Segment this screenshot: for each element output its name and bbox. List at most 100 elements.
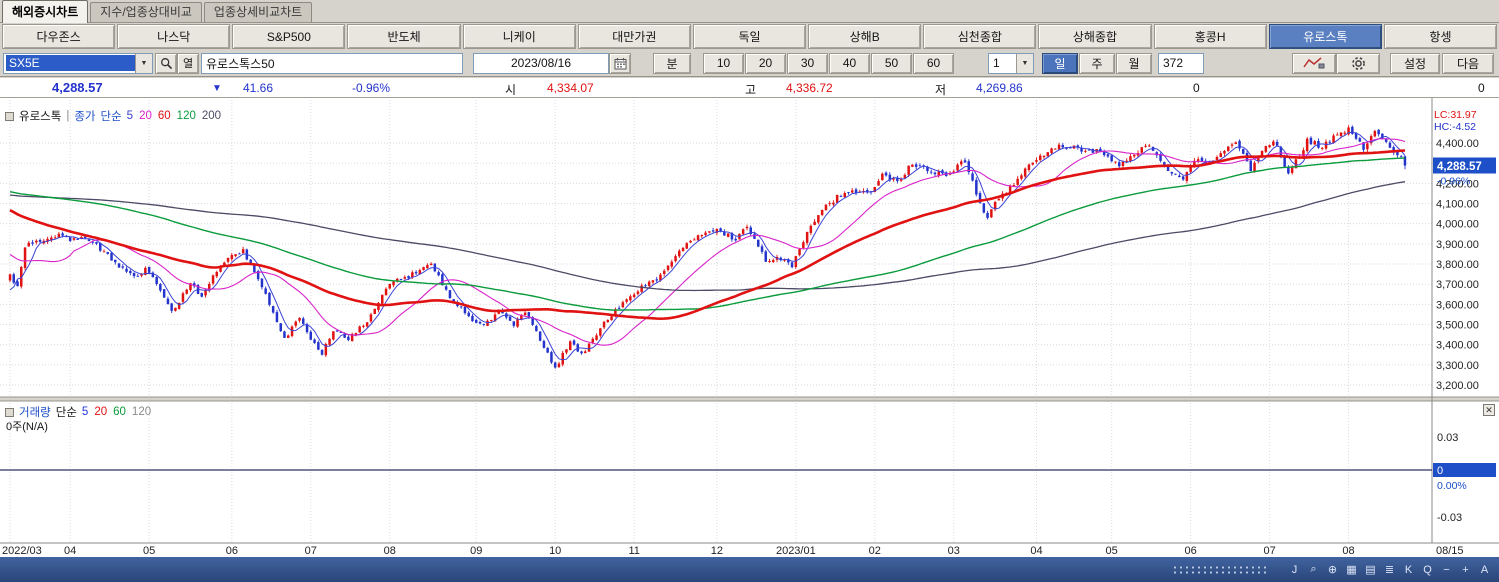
settings-button-label: 설정 bbox=[1403, 56, 1427, 71]
svg-text:0.00%: 0.00% bbox=[1437, 480, 1467, 492]
tab-sector-detail-compare[interactable]: 업종상세비교차트 bbox=[203, 2, 313, 22]
svg-text:4,000.00: 4,000.00 bbox=[1436, 219, 1479, 231]
main-pane-legend: 유로스톡 | 종가 단순 5 20 60 120 200 bbox=[5, 108, 227, 124]
date-text: 2023/08/16 bbox=[510, 56, 572, 70]
interval-value: 1 bbox=[993, 56, 1000, 70]
svg-text:4,400.00: 4,400.00 bbox=[1436, 138, 1479, 150]
symbol-search-button[interactable] bbox=[155, 52, 177, 74]
svg-text:0: 0 bbox=[1437, 465, 1443, 477]
tab-overseas-chart[interactable]: 해외증시차트 bbox=[2, 0, 89, 23]
chart-region: 4,400.00 4,200.00 4,100.00 4,000.00 3,900.00… bbox=[0, 98, 1499, 557]
symbol-name-field[interactable]: 유로스톡스50 bbox=[201, 52, 463, 74]
svg-text:06: 06 bbox=[226, 545, 238, 557]
status-icon-8[interactable]: Q bbox=[1423, 563, 1432, 576]
current-price: 4,288.57 bbox=[52, 80, 103, 95]
minute-preset-60[interactable]: 60 bbox=[913, 52, 954, 74]
volume-pane-legend: 거래량 단순 5 20 60 120 bbox=[5, 404, 157, 420]
svg-text:11: 11 bbox=[628, 545, 639, 557]
tab-bar: 해외증시차트 지수/업종상대비교 업종상세비교차트 bbox=[0, 0, 1499, 23]
tab-index-sector-compare[interactable]: 지수/업종상대비교 bbox=[90, 2, 202, 22]
symbol-code-text: SX5E bbox=[6, 55, 135, 71]
svg-text:0.03: 0.03 bbox=[1437, 432, 1458, 444]
svg-text:05: 05 bbox=[1106, 545, 1118, 557]
bar-count-field[interactable]: 372 bbox=[1158, 52, 1204, 74]
price-type-label: 종가 bbox=[74, 111, 96, 123]
svg-text:3,900.00: 3,900.00 bbox=[1436, 239, 1479, 251]
symbol-combo[interactable]: SX5E ▼ bbox=[3, 52, 153, 74]
market-button-4[interactable]: 반도체 bbox=[347, 24, 461, 49]
svg-text:3,600.00: 3,600.00 bbox=[1436, 299, 1479, 311]
svg-text:06: 06 bbox=[1185, 545, 1197, 557]
market-button-12[interactable]: 유로스톡 bbox=[1268, 24, 1382, 49]
next-button[interactable]: 다음 bbox=[1442, 52, 1494, 74]
drag-grip-icon[interactable] bbox=[1172, 564, 1268, 575]
code-list-label: 열 bbox=[182, 58, 194, 70]
low-value: 4,269.86 bbox=[976, 81, 1023, 95]
market-button-7[interactable]: 독일 bbox=[692, 24, 807, 49]
svg-text:4,100.00: 4,100.00 bbox=[1436, 199, 1479, 211]
market-button-2[interactable]: 나스닥 bbox=[117, 24, 231, 49]
minute-preset-20[interactable]: 20 bbox=[745, 52, 786, 74]
period-button-2[interactable]: 주 bbox=[1079, 52, 1115, 74]
minute-preset-10[interactable]: 10 bbox=[703, 52, 744, 74]
market-button-3[interactable]: S&P500 bbox=[232, 24, 346, 49]
svg-text:07: 07 bbox=[305, 545, 317, 557]
status-icon-6[interactable]: ≣ bbox=[1384, 564, 1395, 576]
minute-preset-30[interactable]: 30 bbox=[787, 52, 828, 74]
code-list-button[interactable]: 열 bbox=[177, 52, 199, 74]
pane-settings-icon[interactable] bbox=[5, 111, 14, 121]
status-icon-5[interactable]: ▤ bbox=[1365, 564, 1376, 576]
chart-settings-button[interactable] bbox=[1336, 52, 1380, 74]
price-direction-icon: ▼ bbox=[212, 83, 222, 94]
minute-preset-50[interactable]: 50 bbox=[871, 52, 912, 74]
minute-button[interactable]: 분 bbox=[653, 52, 691, 74]
svg-text:10: 10 bbox=[549, 545, 561, 557]
interval-combo[interactable]: 1 ▼ bbox=[988, 52, 1034, 74]
calendar-button[interactable] bbox=[609, 52, 631, 74]
status-icon-7[interactable]: K bbox=[1404, 563, 1413, 576]
ma-120-label: 120 bbox=[131, 406, 152, 418]
ma-60-label: 60 bbox=[113, 406, 126, 418]
market-button-5[interactable]: 니케이 bbox=[462, 24, 576, 49]
date-field[interactable]: 2023/08/16 bbox=[473, 52, 609, 74]
market-button-9[interactable]: 심천종합 bbox=[923, 24, 1037, 49]
chart-toolbar: SX5E ▼ 열 유로스톡스50 2023/08/16 분 10 20 30 40 50… bbox=[0, 50, 1499, 77]
market-button-6[interactable]: 대만가권 bbox=[577, 24, 691, 49]
low-label: 저 bbox=[935, 83, 947, 97]
ma-type-label: 단순 bbox=[100, 111, 122, 123]
status-icon-9[interactable]: − bbox=[1443, 563, 1450, 576]
symbol-dropdown-icon[interactable]: ▼ bbox=[135, 53, 152, 73]
market-button-1[interactable]: 다우존스 bbox=[2, 24, 116, 49]
status-icon-2[interactable]: ⌕ bbox=[1310, 563, 1317, 575]
close-volume-pane-icon[interactable]: ✕ bbox=[1483, 404, 1495, 416]
interval-dropdown-icon[interactable]: ▼ bbox=[1016, 53, 1033, 73]
status-icon-11[interactable]: A bbox=[1480, 563, 1489, 576]
calendar-icon bbox=[614, 57, 626, 69]
status-icon-1[interactable]: J bbox=[1291, 563, 1298, 576]
status-icon-4[interactable]: ▦ bbox=[1346, 564, 1357, 576]
svg-text:08: 08 bbox=[384, 545, 396, 557]
lc-label: LC:31.97 bbox=[1434, 109, 1477, 121]
market-button-10[interactable]: 상해종합 bbox=[1038, 24, 1152, 49]
ma-5-label: 5 bbox=[81, 406, 89, 418]
svg-text:4,200.00: 4,200.00 bbox=[1436, 178, 1479, 190]
period-button-1[interactable]: 일 bbox=[1042, 52, 1078, 74]
candlestick-chart[interactable]: 4,400.00 4,200.00 4,100.00 4,000.00 3,900.00… bbox=[0, 98, 1499, 557]
main-pane-title: 유로스톡 bbox=[19, 111, 62, 123]
volume-pane-settings-icon[interactable] bbox=[5, 407, 14, 417]
settings-button[interactable]: 설정 bbox=[1390, 52, 1440, 74]
status-bar: J ⌕ ⊕ ▦ ▤ ≣ K Q − + A bbox=[0, 557, 1499, 582]
chart-type-button[interactable] bbox=[1292, 52, 1336, 74]
ma-20-label: 20 bbox=[139, 110, 152, 122]
market-button-8[interactable]: 상해B bbox=[808, 24, 922, 49]
status-icon-3[interactable]: ⊕ bbox=[1327, 564, 1338, 576]
svg-text:05: 05 bbox=[143, 545, 155, 557]
price-change: 41.66 bbox=[243, 81, 274, 95]
market-button-11[interactable]: 홍콩H bbox=[1153, 24, 1267, 49]
status-icon-10[interactable]: + bbox=[1462, 563, 1469, 576]
minute-preset-40[interactable]: 40 bbox=[829, 52, 870, 74]
market-button-13[interactable]: 항셍 bbox=[1383, 24, 1498, 49]
minute-presets: 10 20 30 40 50 60 bbox=[703, 52, 954, 74]
lc-hc-labels: LC:31.97 HC:-4.52 bbox=[1434, 109, 1477, 133]
period-button-3[interactable]: 월 bbox=[1116, 52, 1152, 74]
